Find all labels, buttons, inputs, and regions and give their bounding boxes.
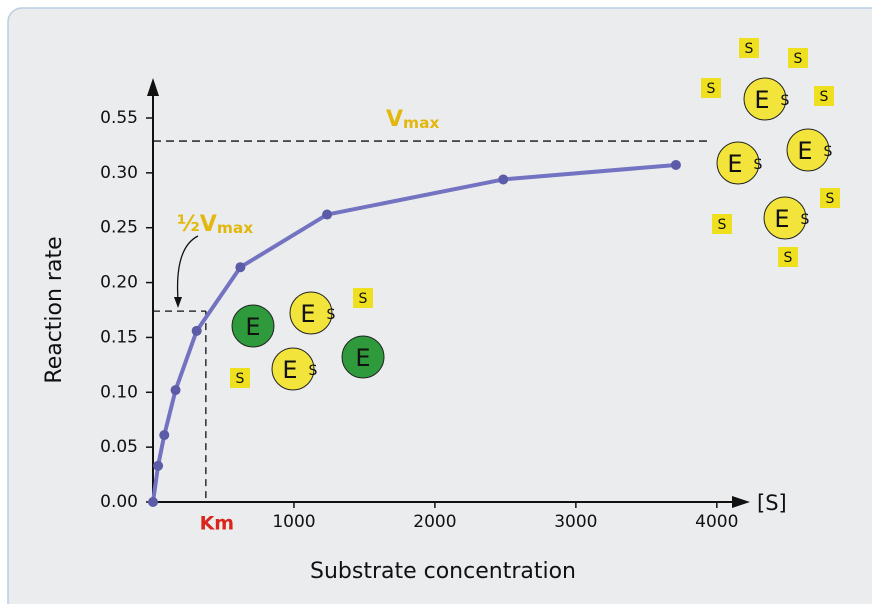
- x-axis-end-label: [S]: [757, 491, 787, 515]
- enzyme-label: E: [774, 205, 789, 233]
- data-point: [170, 385, 181, 396]
- vmax-label-sub: max: [403, 114, 439, 132]
- substrate: [353, 288, 373, 308]
- data-point: [235, 262, 246, 273]
- data-point: [191, 325, 202, 336]
- data-point: [159, 430, 170, 441]
- substrate: [788, 48, 808, 68]
- substrate-label: S: [707, 81, 716, 97]
- substrate: [701, 78, 721, 98]
- enzyme-label: E: [797, 137, 812, 165]
- panel: [7, 7, 872, 608]
- substrate: [814, 86, 834, 106]
- enzyme: [743, 77, 787, 121]
- substrate: [712, 214, 732, 234]
- substrate-label: S: [754, 157, 763, 173]
- y-axis-label: Reaction rate: [42, 236, 67, 383]
- y-tick-label: 0.10: [100, 382, 138, 402]
- y-tick-label: 0.25: [100, 218, 138, 238]
- enzyme: [716, 141, 760, 185]
- substrate: [230, 368, 250, 388]
- x-axis-label: Substrate concentration: [310, 559, 576, 584]
- enzyme-label: E: [355, 344, 370, 372]
- vmax-label-main: V: [386, 107, 403, 132]
- substrate: [739, 38, 759, 58]
- substrate-label: S: [824, 144, 833, 160]
- half-vmax-label-sub: max: [217, 219, 253, 237]
- annotation-arrowhead: [174, 297, 182, 308]
- km-label: Km: [200, 513, 235, 535]
- enzyme-label: E: [727, 150, 742, 178]
- substrate: [778, 247, 798, 267]
- substrate-label: S: [826, 191, 835, 207]
- x-axis-arrow: [732, 496, 750, 508]
- data-point: [322, 209, 333, 220]
- x-tick-label: 3000: [554, 512, 597, 532]
- enzyme: [763, 196, 807, 240]
- x-tick-label: 1000: [272, 512, 315, 532]
- y-tick-label: 0.05: [100, 437, 138, 457]
- enzyme: [231, 304, 275, 348]
- y-tick-label: 0.30: [100, 163, 138, 183]
- substrate-label: S: [794, 51, 803, 67]
- enzyme-label: E: [300, 300, 315, 328]
- substrate-label: S: [327, 307, 336, 323]
- substrate-label: S: [718, 217, 727, 233]
- x-tick-label: 2000: [413, 512, 456, 532]
- data-point: [148, 497, 158, 507]
- substrate: [820, 188, 840, 208]
- y-axis-arrow: [147, 78, 159, 96]
- enzyme: [289, 291, 333, 335]
- y-tick-label: 0.55: [100, 108, 138, 128]
- enzyme: [341, 335, 385, 379]
- substrate-label: S: [359, 291, 368, 307]
- data-point: [498, 174, 509, 185]
- substrate-label: S: [820, 89, 829, 105]
- substrate-label: S: [745, 41, 754, 57]
- substrate-label: S: [801, 212, 810, 228]
- half-vmax-label-main: ½V: [177, 212, 217, 237]
- y-tick-label: 0.15: [100, 327, 138, 347]
- x-tick-label: 4000: [695, 512, 738, 532]
- vmax-label: Vmax: [386, 107, 439, 132]
- substrate-label: S: [309, 363, 318, 379]
- data-point: [670, 159, 681, 170]
- substrate-label: S: [236, 371, 245, 387]
- enzyme: [786, 128, 830, 172]
- substrate-label: S: [781, 93, 790, 109]
- substrate-label: S: [784, 250, 793, 266]
- half-vmax-label: ½Vmax: [177, 212, 253, 237]
- data-point: [153, 460, 164, 471]
- enzyme-label: E: [754, 86, 769, 114]
- enzyme-label: E: [282, 356, 297, 384]
- annotation-arrow: [176, 235, 199, 301]
- enzyme-label: E: [245, 313, 260, 341]
- y-tick-label: 0.20: [100, 273, 138, 293]
- y-tick-label: 0.00: [100, 492, 138, 512]
- enzyme: [271, 347, 315, 391]
